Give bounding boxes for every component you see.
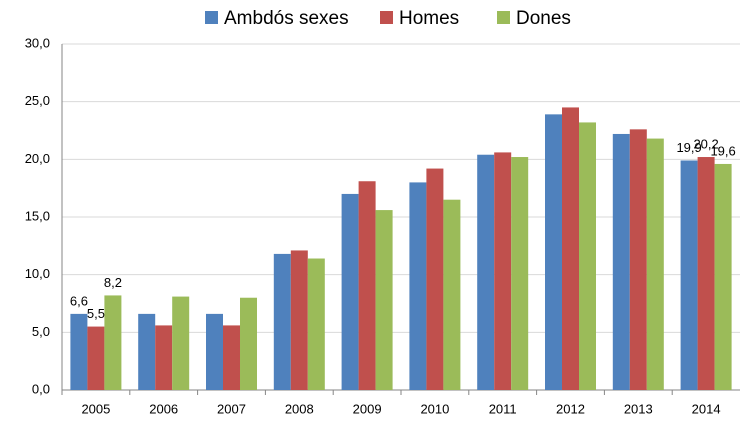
bar <box>307 258 325 390</box>
bar <box>680 160 698 390</box>
bar <box>273 253 291 390</box>
bar <box>697 157 715 390</box>
data-label: 19,6 <box>710 143 735 158</box>
bar <box>172 296 190 390</box>
bar <box>358 181 376 390</box>
bar <box>612 133 630 390</box>
bar <box>375 210 393 390</box>
x-tick-label: 2008 <box>285 401 314 416</box>
bar <box>240 297 257 390</box>
x-tick-label: 2007 <box>217 401 246 416</box>
bar <box>511 157 529 390</box>
bar <box>714 163 732 390</box>
x-tick-label: 2010 <box>420 401 449 416</box>
legend-label: Ambdós sexes <box>224 8 349 29</box>
bar <box>70 313 88 390</box>
bar <box>579 122 596 390</box>
legend-swatch <box>497 11 510 24</box>
bar <box>545 114 562 390</box>
y-tick-label: 20,0 <box>25 151 50 166</box>
bar <box>562 107 579 390</box>
bar <box>409 182 427 390</box>
bar <box>155 325 173 390</box>
y-tick-label: 0,0 <box>32 381 50 396</box>
data-label: 19,9 <box>676 140 701 155</box>
bar <box>443 199 461 390</box>
bar <box>477 154 495 390</box>
data-label: 5,5 <box>87 306 105 321</box>
bar <box>138 313 156 390</box>
legend-swatch <box>380 11 393 24</box>
x-tick-label: 2014 <box>692 401 721 416</box>
bar <box>646 138 664 390</box>
bar <box>206 313 223 390</box>
x-tick-label: 2005 <box>81 401 110 416</box>
bar <box>341 193 359 390</box>
bar <box>494 152 512 390</box>
bar <box>290 250 308 390</box>
legend-label: Homes <box>399 8 459 29</box>
y-tick-label: 15,0 <box>25 208 50 223</box>
data-label: 20,2 <box>693 136 718 151</box>
data-label: 6,6 <box>70 293 88 308</box>
legend-label: Dones <box>516 8 571 29</box>
data-label: 8,2 <box>104 275 122 290</box>
y-tick-label: 25,0 <box>25 93 50 108</box>
x-tick-label: 2012 <box>556 401 585 416</box>
bar <box>223 325 240 390</box>
bar <box>87 326 105 390</box>
bar <box>629 129 647 390</box>
legend-swatch <box>205 11 218 24</box>
bar <box>426 168 444 390</box>
y-tick-label: 30,0 <box>25 35 50 50</box>
legend: Ambdós sexes Homes Dones <box>205 8 571 29</box>
x-tick-label: 2006 <box>149 401 178 416</box>
y-tick-label: 10,0 <box>25 266 50 281</box>
bar <box>104 295 122 390</box>
x-tick-label: 2013 <box>624 401 653 416</box>
y-tick-label: 5,0 <box>32 324 50 339</box>
x-tick-label: 2009 <box>353 401 382 416</box>
x-tick-label: 2011 <box>489 401 517 416</box>
